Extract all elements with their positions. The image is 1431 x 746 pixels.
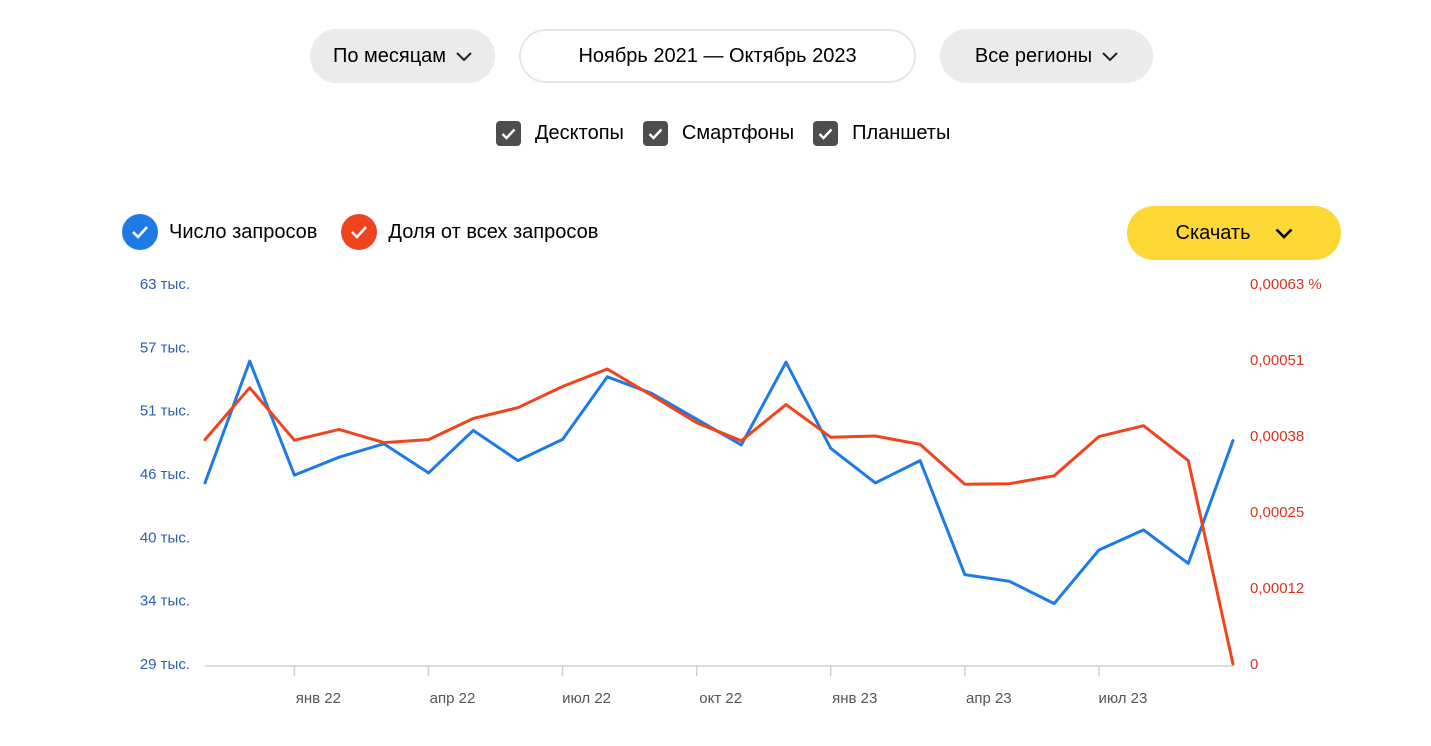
y-left-tick-label: 40 тыс. <box>140 529 190 546</box>
period-select[interactable]: По месяцам <box>310 29 495 83</box>
chevron-down-icon <box>456 45 472 68</box>
date-range-picker[interactable]: Ноябрь 2021 — Октябрь 2023 <box>519 29 916 83</box>
device-label: Десктопы <box>535 122 624 144</box>
y-right-tick-label: 0,00038 <box>1250 428 1304 445</box>
region-select[interactable]: Все регионы <box>940 29 1153 83</box>
chevron-down-icon <box>1275 222 1293 245</box>
y-left-tick-label: 34 тыс. <box>140 593 190 610</box>
device-checkbox-desktops[interactable]: Десктопы <box>496 121 624 146</box>
y-left-tick-label: 46 тыс. <box>140 466 190 483</box>
x-tick-label: июл 23 <box>1098 690 1147 707</box>
device-label: Смартфоны <box>681 122 795 144</box>
y-left-tick-label: 29 тыс. <box>140 656 190 673</box>
y-left-tick-label: 63 тыс. <box>140 276 190 293</box>
date-range-label: Ноябрь 2021 — Октябрь 2023 <box>578 44 857 67</box>
check-icon <box>122 214 158 250</box>
check-icon <box>496 121 521 146</box>
metric-label: Число запросов <box>169 220 318 243</box>
chevron-down-icon <box>1102 45 1118 68</box>
series-line-share <box>203 367 1235 666</box>
device-label: Планшеты <box>852 122 951 144</box>
x-tick-label: апр 22 <box>430 690 476 707</box>
y-right-tick-label: 0,00051 <box>1250 352 1304 369</box>
check-icon <box>813 121 839 146</box>
download-label: Скачать <box>1175 221 1251 244</box>
x-tick-label: окт 22 <box>699 690 742 707</box>
device-checkbox-smartphones[interactable]: Смартфоны <box>642 121 795 146</box>
x-tick-label: июл 22 <box>562 690 611 707</box>
metric-toggle-queries[interactable]: Число запросов <box>122 214 317 250</box>
device-checkbox-tablets[interactable]: Планшеты <box>813 121 950 146</box>
check-icon <box>341 214 378 250</box>
y-left-tick-label: 57 тыс. <box>140 339 190 356</box>
y-right-tick-label: 0,00063 % <box>1250 276 1322 293</box>
x-tick-label: янв 23 <box>832 690 877 707</box>
download-button[interactable]: Скачать <box>1127 206 1341 260</box>
period-select-label: По месяцам <box>332 44 447 67</box>
device-filter: Десктопы Смартфоны Планшеты <box>496 121 969 146</box>
series-line-queries <box>203 359 1235 606</box>
y-left-tick-label: 51 тыс. <box>140 403 190 420</box>
metric-label: Доля от всех запросов <box>388 220 599 243</box>
region-select-label: Все регионы <box>974 44 1093 67</box>
metric-legend: Число запросов Доля от всех запросов <box>122 214 622 250</box>
check-icon <box>642 121 668 146</box>
y-right-tick-label: 0,00012 <box>1250 580 1304 597</box>
metric-toggle-share[interactable]: Доля от всех запросов <box>341 214 598 250</box>
x-tick-label: янв 22 <box>296 690 341 707</box>
y-right-tick-label: 0 <box>1250 656 1258 673</box>
x-tick-label: апр 23 <box>966 690 1012 707</box>
y-right-tick-label: 0,00025 <box>1250 504 1304 521</box>
